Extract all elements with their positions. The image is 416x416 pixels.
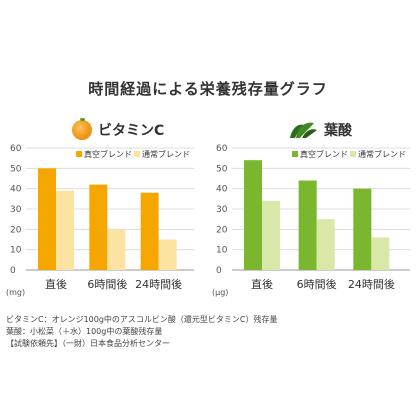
folate-bar-normal [371,237,390,270]
unit-label: (mg) [6,288,25,297]
legend-swatch [76,151,82,157]
folate-header: 葉酸 [288,120,352,140]
vitc-bar-normal [56,190,74,270]
y-tick-label: 40 [10,185,22,195]
y-tick-label: 50 [10,164,22,174]
y-tick-label: 10 [10,246,22,256]
vitamin-c-chart: 0 10 20 30 40 50 60 (mg) 直後 6時間後 24時間後 真空ブレンド 通常ブレンド [6,144,194,297]
footnote-vitamin-c: ビタミンC：オレンジ100g中のアスコルビン酸（還元型ビタミンC）残存量 [6,315,278,324]
spinach-icon [290,122,317,138]
legend-swatch [134,151,140,157]
y-tick-label: 10 [216,246,228,256]
unit-label: (μg) [212,288,228,297]
vitc-bar-vacuum [140,192,159,270]
vitc-bar-normal [107,229,126,270]
footnote-folate: 葉酸：小松菜（＋水）100g中の葉酸残存量 [6,327,163,336]
footnotes: ビタミンC：オレンジ100g中のアスコルビン酸（還元型ビタミンC）残存量 葉酸：… [6,314,278,350]
x-category-label: 直後 [251,277,273,291]
y-tick-label: 0 [216,266,222,276]
legend-swatch [350,151,356,157]
y-tick-label: 20 [216,225,228,235]
footnote-test-lab: 【試験依頼先】（一財）日本食品分析センター [6,339,170,348]
y-tick-label: 60 [10,144,22,154]
x-category-label: 24時間後 [135,277,182,291]
x-category-label: 直後 [45,277,67,291]
x-category-label: 6時間後 [297,277,337,291]
x-category-label: 6時間後 [87,277,127,291]
legend-label: 通常ブレンド [142,149,190,159]
folate-bar-normal [316,219,335,270]
vitamin-c-title: ビタミンC [98,123,165,139]
folate-bar-vacuum [244,160,262,270]
x-category-label: 24時間後 [348,277,395,291]
legend-label: 真空ブレンド [300,149,348,159]
folate-chart: 0 10 20 30 40 50 60 (μg) 直後 6時間後 24時間後 真空ブレンド 通常ブレンド [212,144,410,297]
y-tick-label: 0 [10,266,16,276]
legend-label: 通常ブレンド [358,149,406,159]
y-tick-label: 40 [216,185,228,195]
orange-icon [72,118,92,140]
y-tick-label: 60 [216,144,228,154]
vitc-bar-vacuum [89,184,108,270]
page-title: 時間経過による栄養残存量グラフ [88,80,328,98]
y-tick-label: 50 [216,164,228,174]
vitc-bar-vacuum [38,168,56,270]
y-tick-label: 30 [10,205,22,215]
folate-bar-vacuum [298,180,317,270]
vitamin-c-header: ビタミンC [72,118,165,140]
vitc-bar-normal [158,239,177,270]
legend-swatch [292,151,298,157]
folate-bar-vacuum [353,188,372,270]
y-tick-label: 20 [10,225,22,235]
folate-title: 葉酸 [324,123,352,139]
folate-bar-normal [262,200,280,270]
y-tick-label: 30 [216,205,228,215]
legend-label: 真空ブレンド [84,149,132,159]
